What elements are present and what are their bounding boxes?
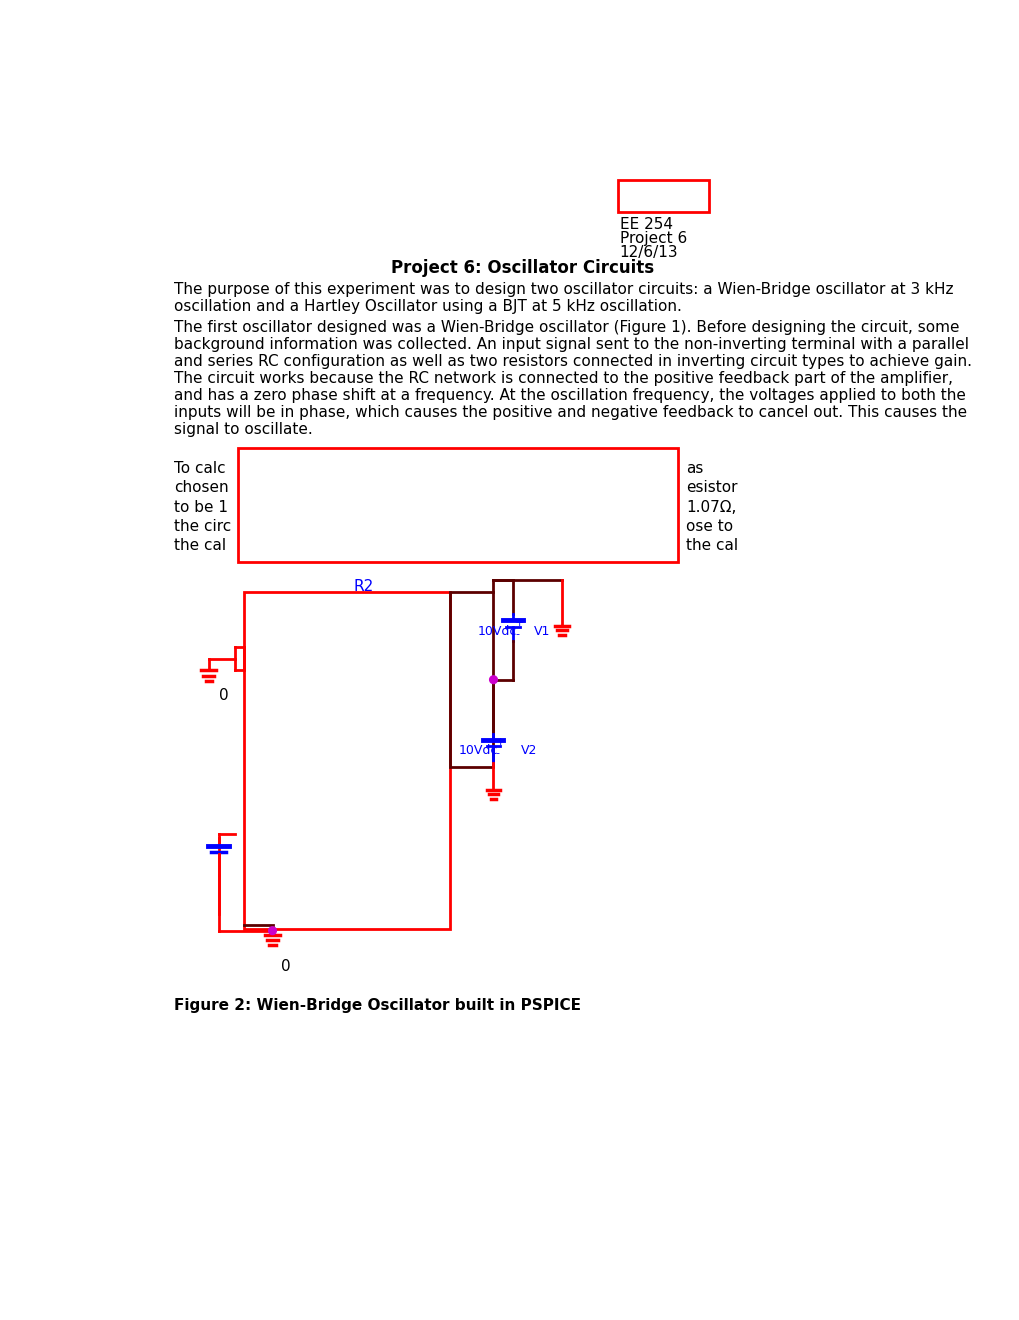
Text: oscillation and a Hartley Oscillator using a BJT at 5 kHz oscillation.: oscillation and a Hartley Oscillator usi… [174,298,681,314]
Text: 0: 0 [218,688,228,704]
Text: The first oscillator designed was a Wien-Bridge oscillator (Figure 1). Before de: The first oscillator designed was a Wien… [174,321,959,335]
Text: signal to oscillate.: signal to oscillate. [174,422,313,437]
Text: Project 6: Project 6 [620,231,687,246]
Text: EE 254: EE 254 [620,216,673,232]
Text: The circuit works because the RC network is connected to the positive feedback p: The circuit works because the RC network… [174,371,952,385]
Text: to be 1: to be 1 [174,499,227,515]
Text: -: - [515,628,519,639]
Circle shape [268,927,276,935]
Text: ose to: ose to [686,519,733,533]
Text: background information was collected. An input signal sent to the non-inverting : background information was collected. An… [174,337,968,352]
Text: and series RC configuration as well as two resistors connected in inverting circ: and series RC configuration as well as t… [174,354,971,370]
Text: 10Vdc: 10Vdc [478,626,517,638]
Bar [244,591,450,929]
Text: +: + [495,738,504,747]
Text: and has a zero phase shift at a frequency. At the oscillation frequency, the vol: and has a zero phase shift at a frequenc… [174,388,965,403]
Text: R2: R2 [353,579,373,594]
Text: chosen: chosen [174,480,228,495]
Text: V1: V1 [533,626,549,638]
Text: +: + [515,618,524,628]
Text: V2: V2 [521,744,537,758]
Text: the cal: the cal [174,539,226,553]
Text: the circ: the circ [174,519,231,533]
Text: 1.07Ω,: 1.07Ω, [686,499,736,515]
Text: Project 6: Oscillator Circuits: Project 6: Oscillator Circuits [391,259,653,276]
Text: esistor: esistor [686,480,737,495]
Text: 12/6/13: 12/6/13 [620,244,678,260]
Text: as: as [686,461,703,477]
Text: the cal: the cal [686,539,738,553]
Text: -: - [495,748,499,758]
Text: inputs will be in phase, which causes the positive and negative feedback to canc: inputs will be in phase, which causes th… [174,405,966,420]
Text: The purpose of this experiment was to design two oscillator circuits: a Wien-Bri: The purpose of this experiment was to de… [174,281,953,297]
Circle shape [489,676,497,684]
Text: 10Vdc: 10Vdc [459,744,497,758]
Text: 0: 0 [280,960,290,974]
Bar [618,180,708,213]
Bar [450,591,493,767]
Text: To calc: To calc [174,461,225,477]
Text: Figure 2: Wien-Bridge Oscillator built in PSPICE: Figure 2: Wien-Bridge Oscillator built i… [174,998,581,1012]
Bar [237,447,678,562]
